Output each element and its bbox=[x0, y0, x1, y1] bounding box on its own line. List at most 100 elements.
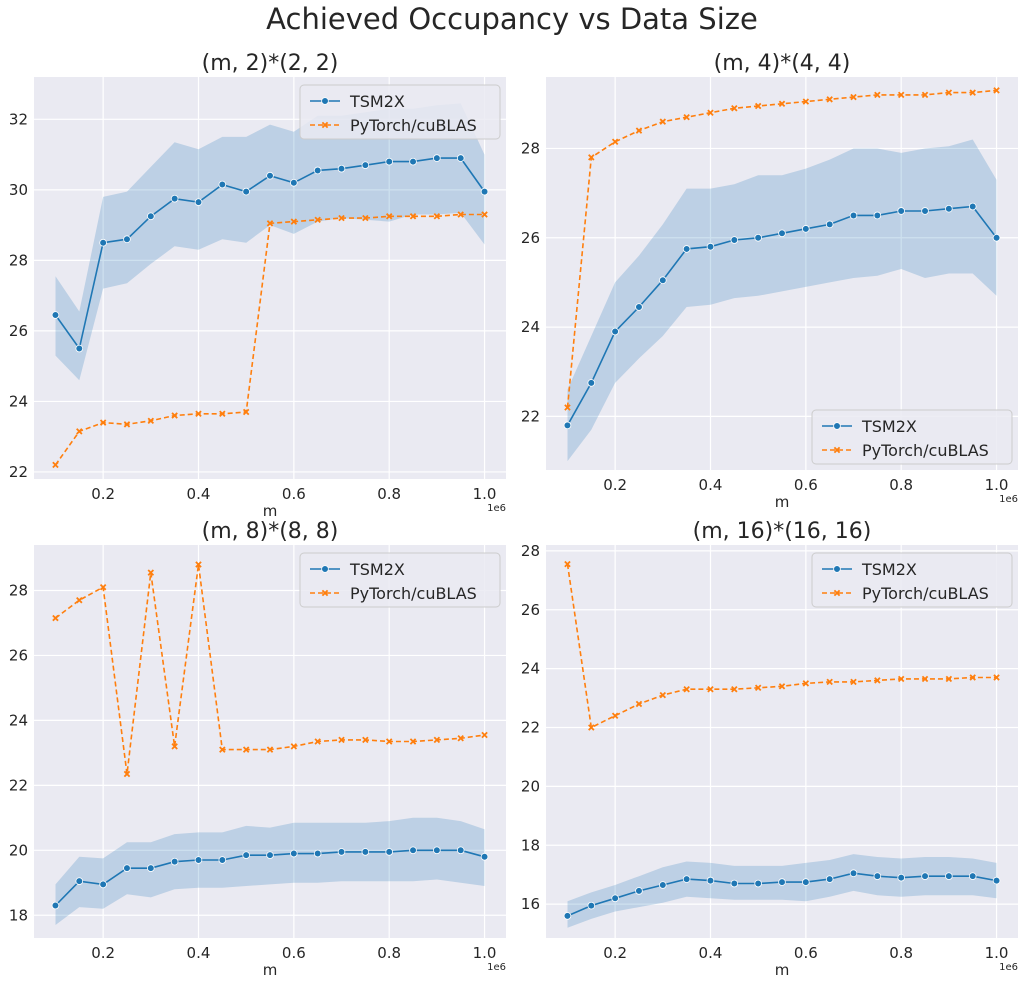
pytorch-point bbox=[76, 596, 83, 604]
y-tick-label: 22 bbox=[9, 463, 28, 481]
x-axis-label: m bbox=[263, 502, 278, 520]
x-tick-label: 0.8 bbox=[377, 485, 401, 503]
tsm2x-point bbox=[802, 225, 810, 233]
pytorch-point bbox=[921, 91, 929, 99]
pytorch-point bbox=[897, 675, 905, 683]
pytorch-point bbox=[385, 738, 393, 745]
pytorch-point bbox=[588, 154, 595, 161]
legend-tsm2x-label: TSM2X bbox=[349, 560, 405, 579]
tsm2x-point bbox=[75, 877, 84, 885]
pytorch-point bbox=[707, 109, 714, 116]
tsm2x-point bbox=[480, 853, 489, 861]
pytorch-point bbox=[778, 100, 786, 108]
pytorch-point bbox=[481, 731, 488, 739]
y-tick-label: 18 bbox=[9, 906, 28, 924]
pytorch-point bbox=[314, 216, 321, 224]
pytorch-point bbox=[52, 461, 59, 469]
legend-tsm2x-label: TSM2X bbox=[861, 417, 917, 436]
pytorch-point bbox=[659, 118, 667, 125]
tsm2x-point bbox=[218, 856, 227, 864]
y-tick-label: 26 bbox=[9, 322, 28, 340]
tsm2x-point bbox=[635, 887, 643, 895]
pytorch-point bbox=[385, 213, 393, 220]
panel-top-right: 0.2 0.4 0.6 0.8 1.0 22 24 26 28 (m, 4)*(4, 4) m 1e6… bbox=[521, 51, 1018, 511]
tsm2x-point bbox=[385, 157, 393, 166]
tsm2x-point bbox=[611, 894, 619, 903]
tsm2x-point bbox=[409, 157, 417, 166]
x-offset-label: 1e6 bbox=[487, 503, 506, 514]
tsm2x-point bbox=[921, 872, 929, 880]
tsm2x-point bbox=[194, 856, 203, 864]
tsm2x-point bbox=[194, 198, 203, 206]
tsm2x-point bbox=[123, 235, 131, 244]
tsm2x-point bbox=[480, 187, 489, 196]
tsm2x-point bbox=[385, 848, 393, 856]
subplot-title: (m, 16)*(16, 16) bbox=[693, 519, 872, 544]
tsm2x-point bbox=[587, 901, 596, 910]
x-tick-label: 0.8 bbox=[889, 944, 913, 962]
pytorch-point bbox=[897, 91, 905, 99]
tsm2x-point bbox=[897, 873, 905, 882]
legend-pytorch-label: PyTorch/cuBLAS bbox=[350, 584, 477, 603]
pytorch-point bbox=[993, 87, 1000, 94]
tsm2x-point bbox=[313, 166, 322, 175]
tsm2x-point bbox=[337, 848, 346, 856]
tsm2x-confidence-band bbox=[55, 817, 485, 925]
tsm2x-point bbox=[730, 236, 739, 244]
pytorch-point bbox=[754, 102, 762, 110]
pytorch-point bbox=[635, 127, 643, 134]
pytorch-point bbox=[564, 404, 571, 411]
tsm2x-point bbox=[706, 876, 715, 885]
pytorch-point bbox=[850, 678, 857, 686]
tsm2x-point bbox=[754, 879, 762, 888]
pytorch-point bbox=[802, 680, 810, 687]
pytorch-point bbox=[874, 677, 881, 684]
x-tick-label: 0.6 bbox=[794, 476, 818, 494]
y-tick-label: 24 bbox=[9, 711, 28, 729]
x-tick-label: 0.4 bbox=[187, 944, 211, 962]
x-tick-label: 0.2 bbox=[603, 476, 627, 494]
y-tick-label: 24 bbox=[9, 392, 28, 410]
pytorch-point bbox=[457, 211, 464, 218]
x-axis-label: m bbox=[775, 493, 790, 511]
pytorch-point bbox=[314, 738, 321, 745]
legend: TSM2X PyTorch/cuBLAS bbox=[811, 409, 1013, 465]
legend-tsm2x-label: TSM2X bbox=[861, 560, 917, 579]
tsm2x-point bbox=[409, 846, 417, 855]
pytorch-point bbox=[266, 220, 274, 227]
tsm2x-point bbox=[99, 880, 107, 889]
pytorch-point bbox=[481, 211, 488, 218]
x-tick-label: 1.0 bbox=[985, 476, 1009, 494]
tsm2x-confidence-band bbox=[567, 854, 997, 928]
tsm2x-point bbox=[849, 869, 858, 878]
pytorch-point bbox=[754, 684, 762, 692]
x-tick-label: 0.6 bbox=[282, 944, 306, 962]
x-offset-label: 1e6 bbox=[487, 962, 506, 973]
y-tick-label: 32 bbox=[9, 110, 28, 128]
pytorch-point bbox=[802, 98, 810, 105]
pytorch-point bbox=[409, 738, 417, 745]
pytorch-point bbox=[635, 700, 643, 708]
tsm2x-point bbox=[433, 846, 441, 855]
pytorch-point bbox=[242, 408, 250, 416]
pytorch-point bbox=[123, 421, 131, 428]
pytorch-point bbox=[683, 113, 690, 121]
subplot-title: (m, 8)*(8, 8) bbox=[202, 519, 339, 544]
pytorch-point bbox=[362, 214, 369, 222]
y-tick-label: 28 bbox=[9, 251, 28, 269]
x-tick-label: 0.2 bbox=[91, 485, 115, 503]
pytorch-point bbox=[945, 675, 953, 683]
plot-layer bbox=[51, 103, 489, 469]
pytorch-point bbox=[171, 412, 178, 419]
tsm2x-point bbox=[456, 846, 465, 855]
y-tick-label: 28 bbox=[9, 581, 28, 599]
y-tick-label: 28 bbox=[521, 542, 540, 560]
subplot-title: (m, 2)*(2, 2) bbox=[202, 51, 339, 76]
tsm2x-point bbox=[730, 879, 739, 888]
legend-box bbox=[299, 84, 501, 140]
pytorch-point bbox=[683, 686, 690, 693]
pytorch-point bbox=[921, 675, 929, 683]
x-tick-label: 1.0 bbox=[473, 485, 497, 503]
x-tick-label: 0.8 bbox=[889, 476, 913, 494]
